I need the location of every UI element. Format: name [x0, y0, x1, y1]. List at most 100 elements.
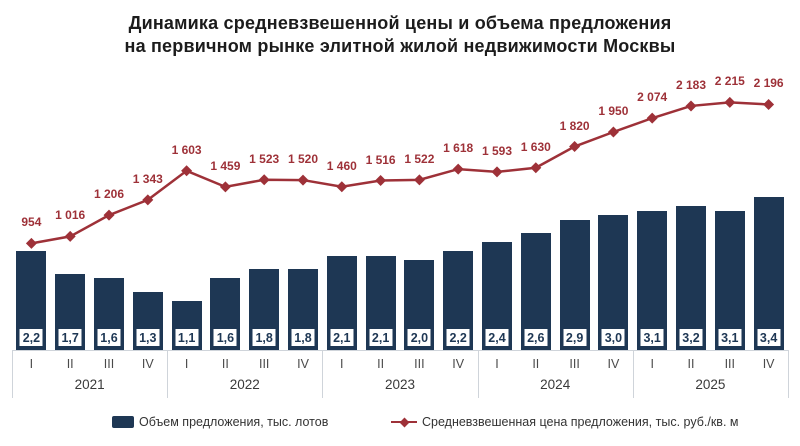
price-value-label: 1 618: [443, 141, 474, 156]
price-value-label: 2 183: [675, 77, 707, 92]
quarter-tick-label: III: [414, 357, 425, 371]
year-group-divider: [477, 350, 479, 398]
price-point-marker: [724, 96, 736, 108]
volume-bar: 1,6: [94, 278, 124, 350]
price-line: [31, 101, 769, 245]
volume-bar-value-label: 1,6: [97, 329, 121, 346]
volume-bar-value-label: 2,2: [19, 329, 43, 346]
volume-bar-value-label: 3,1: [640, 329, 664, 346]
volume-bar: 3,4: [753, 197, 784, 350]
year-tick-label: 2023: [384, 377, 416, 392]
price-point-marker: [103, 209, 115, 221]
volume-bar-value-label: 1,7: [58, 329, 82, 346]
volume-bar-value-label: 2,4: [485, 329, 509, 346]
price-point-marker: [646, 112, 658, 124]
volume-bar-value-label: 2,9: [563, 329, 587, 346]
chart-title: Динамика средневзвешенной цены и объема …: [0, 12, 800, 58]
price-value-label: 2 196: [753, 76, 784, 91]
volume-bar: 3,1: [637, 210, 668, 350]
volume-bar: 2,6: [520, 233, 551, 350]
price-point-marker: [181, 165, 193, 177]
volume-bar: 2,2: [16, 251, 47, 350]
price-value-label: 1 630: [520, 139, 551, 154]
volume-bar-value-label: 2,1: [369, 329, 393, 346]
volume-bar: 1,3: [132, 291, 163, 350]
year-tick-label: 2025: [695, 377, 726, 392]
price-point-marker: [297, 174, 309, 186]
price-point-marker: [258, 174, 270, 186]
quarter-tick-label: III: [569, 357, 580, 371]
price-point-marker: [25, 237, 37, 249]
volume-bar-value-label: 2,2: [446, 329, 470, 346]
quarter-tick-label: III: [724, 357, 736, 371]
quarter-tick-label: III: [258, 357, 270, 371]
price-value-label: 1 603: [171, 142, 202, 157]
volume-bar-value-label: 2,1: [330, 329, 354, 346]
price-value-label: 1 459: [210, 158, 241, 173]
year-group-divider: [167, 350, 169, 398]
price-value-label: 1 016: [55, 208, 86, 223]
chart-title-line2: на первичном рынке элитной жилой недвижи…: [124, 36, 676, 56]
x-axis-line: [12, 350, 788, 351]
quarter-tick-label: IV: [452, 357, 465, 371]
volume-bar: 1,7: [55, 273, 86, 350]
volume-bar: 2,0: [404, 260, 435, 350]
price-point-marker: [530, 162, 542, 174]
year-group-divider: [12, 350, 13, 398]
volume-bar: 1,6: [210, 278, 241, 350]
volume-bar-value-label: 3,0: [601, 329, 625, 346]
price-point-marker: [142, 194, 154, 206]
price-value-label: 1 522: [404, 151, 435, 166]
price-value-label: 1 820: [559, 118, 590, 133]
volume-bar-value-label: 1,6: [213, 329, 237, 346]
price-value-label: 1 950: [598, 103, 629, 118]
price-value-label: 1 520: [287, 152, 319, 167]
volume-bar: 3,2: [676, 206, 706, 350]
price-value-label: 1 460: [326, 158, 357, 173]
volume-bar: 1,8: [288, 269, 318, 350]
year-group-divider: [788, 350, 789, 398]
quarter-tick-label: I: [29, 357, 34, 371]
quarter-tick-label: III: [103, 357, 115, 371]
price-value-label: 2 215: [714, 74, 745, 89]
price-point-marker: [452, 163, 464, 175]
price-point-marker: [336, 181, 348, 193]
quarter-tick-label: I: [650, 357, 654, 371]
year-group-divider: [632, 350, 634, 398]
price-value-label: 1 206: [93, 187, 125, 202]
price-point-marker: [685, 100, 697, 112]
price-value-label: 1 516: [365, 152, 396, 167]
volume-bar: 2,9: [559, 219, 590, 350]
price-point-marker: [219, 181, 231, 193]
legend-item-volume: Объем предложения, тыс. лотов: [112, 412, 328, 432]
price-value-label: 1 523: [249, 151, 280, 166]
legend-label-price: Средневзвешенная цена предложения, тыс. …: [422, 415, 739, 429]
price-point-marker: [569, 141, 581, 153]
volume-bar-value-label: 1,3: [136, 329, 160, 346]
quarter-tick-label: IV: [607, 357, 620, 371]
volume-bar: 2,2: [443, 251, 474, 350]
bar-series-swatch-icon: [112, 416, 134, 428]
year-tick-label: 2022: [229, 377, 260, 392]
quarter-tick-label: II: [221, 357, 229, 371]
line-series-marker-icon: [391, 416, 417, 428]
quarter-tick-label: IV: [297, 357, 309, 371]
price-point-marker: [491, 166, 503, 178]
quarter-tick-label: I: [184, 357, 189, 371]
year-tick-label: 2021: [74, 377, 105, 392]
price-value-label: 1 593: [481, 143, 513, 158]
price-value-label: 954: [21, 215, 42, 230]
volume-bar: 3,0: [598, 215, 629, 350]
price-point-marker: [607, 126, 619, 138]
chart-title-line1: Динамика средневзвешенной цены и объема …: [128, 13, 672, 33]
volume-bar: 2,1: [365, 255, 396, 350]
volume-bar: 1,1: [171, 300, 202, 350]
volume-bar-value-label: 3,4: [757, 329, 781, 346]
volume-bar-value-label: 1,1: [175, 329, 199, 346]
volume-bar-value-label: 3,2: [679, 329, 703, 346]
volume-bar: 1,8: [249, 269, 280, 350]
price-value-label: 1 343: [132, 171, 163, 186]
volume-bar: 2,1: [326, 255, 357, 350]
